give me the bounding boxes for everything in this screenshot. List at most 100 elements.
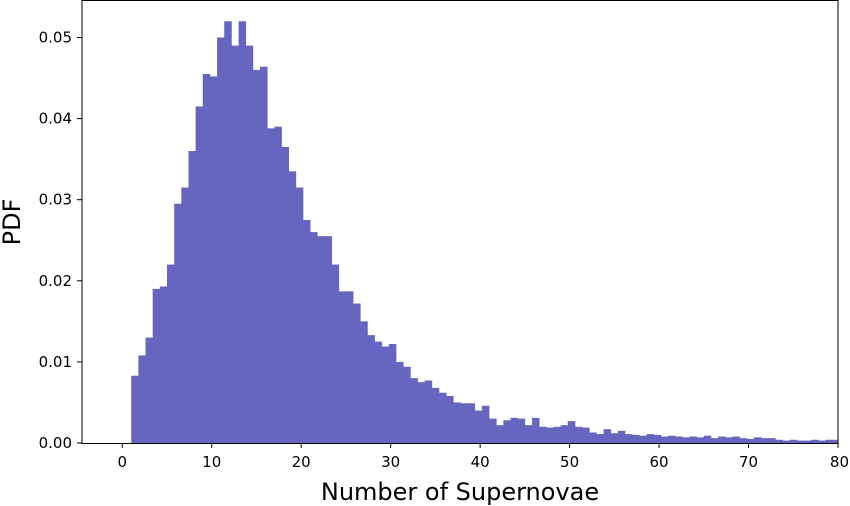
histogram-bar xyxy=(324,236,332,443)
plot-frame xyxy=(81,0,839,444)
histogram-bar xyxy=(424,380,433,443)
histogram-bar xyxy=(610,433,619,443)
histogram-bar xyxy=(660,436,669,443)
y-tick-label: 0.05 xyxy=(39,28,72,46)
histogram-bar xyxy=(739,438,748,443)
y-tick-label: 0.02 xyxy=(39,272,72,290)
histogram-bar xyxy=(403,366,411,443)
histogram-bar xyxy=(553,426,561,443)
histogram-bar xyxy=(152,288,161,443)
histogram-bar xyxy=(632,434,640,443)
histogram-bar xyxy=(209,76,218,444)
histogram-bar xyxy=(789,439,798,443)
histogram-bar xyxy=(331,264,340,443)
histogram-bar xyxy=(274,126,282,444)
histogram-bar xyxy=(603,429,612,443)
histogram-bar xyxy=(374,341,383,443)
histogram-bar xyxy=(589,432,597,443)
histogram-bar xyxy=(238,21,247,444)
histogram-bar xyxy=(446,395,454,443)
histogram-bar xyxy=(281,146,290,444)
histogram-bar xyxy=(489,418,497,443)
histogram-bar xyxy=(639,435,647,443)
histogram-bar xyxy=(682,437,690,443)
histogram-bar xyxy=(431,387,440,443)
histogram-bar xyxy=(195,106,204,444)
x-tick-label: 0 xyxy=(117,453,127,471)
histogram-bar xyxy=(474,410,483,443)
histogram-bar xyxy=(775,439,783,443)
histogram-bar xyxy=(503,420,511,443)
histogram-bar xyxy=(317,236,325,443)
histogram-bar xyxy=(732,436,740,443)
histogram-bar xyxy=(710,438,719,443)
histogram-bar xyxy=(567,421,576,443)
histogram-bar xyxy=(753,437,762,443)
histogram-bar xyxy=(353,303,361,443)
histogram-bar xyxy=(295,187,304,443)
histogram-bar xyxy=(675,436,683,443)
histogram-bar xyxy=(345,291,354,443)
histogram-bar xyxy=(718,436,726,443)
histogram-bar xyxy=(174,203,182,443)
histogram-bar xyxy=(796,440,805,443)
histogram-bar xyxy=(825,439,833,443)
histogram-bar xyxy=(668,435,676,443)
x-tick-label: 20 xyxy=(292,453,311,471)
histogram-bar xyxy=(396,361,404,443)
histogram-bar xyxy=(138,355,146,443)
histogram-bar xyxy=(560,425,569,443)
histogram-bar xyxy=(574,426,583,443)
histogram-bar xyxy=(496,425,504,443)
histogram-bar xyxy=(388,344,397,443)
histogram-bar xyxy=(288,171,297,443)
histogram-bar xyxy=(517,418,526,443)
histogram-bar xyxy=(539,426,547,443)
histogram-bar xyxy=(768,438,776,443)
histogram-bar xyxy=(617,430,626,443)
histogram-bar xyxy=(381,346,390,443)
histogram-bar xyxy=(217,37,225,443)
histogram-bar xyxy=(245,45,254,444)
x-axis-ticks: 0 10 20 30 40 50 60 70 80 xyxy=(117,443,849,471)
histogram-bar xyxy=(453,402,461,443)
histogram-bar xyxy=(524,425,533,443)
histogram-bar xyxy=(696,437,705,443)
histogram-bar xyxy=(438,392,447,443)
histogram-bar xyxy=(188,151,196,444)
histogram-bar xyxy=(746,438,755,443)
histogram-bar xyxy=(231,45,239,444)
histogram-bar xyxy=(367,335,375,443)
histogram-bar xyxy=(646,434,655,443)
histogram-bar xyxy=(467,403,476,443)
histogram-bar xyxy=(417,382,426,443)
histogram-bar xyxy=(625,434,633,443)
x-tick-label: 60 xyxy=(650,453,669,471)
histogram-bar xyxy=(510,417,519,443)
x-tick-label: 50 xyxy=(560,453,579,471)
x-tick-label: 40 xyxy=(471,453,490,471)
histogram-bar xyxy=(832,439,839,443)
histogram-bar xyxy=(818,440,826,443)
histogram-bar xyxy=(252,69,261,443)
histogram-bar xyxy=(159,286,168,443)
histogram-bar xyxy=(310,232,318,443)
histogram-bar xyxy=(360,321,368,443)
x-tick-label: 80 xyxy=(830,453,849,471)
histogram-bar xyxy=(782,440,791,443)
histogram-bar xyxy=(181,187,189,443)
histogram-bar xyxy=(653,434,662,443)
histogram-bar xyxy=(145,337,154,443)
y-tick-label: 0.04 xyxy=(39,110,72,128)
histogram-bar xyxy=(166,264,175,443)
histogram-bar xyxy=(410,378,418,443)
histogram-bar xyxy=(460,403,468,443)
histogram-bar xyxy=(131,375,139,443)
x-axis-label: Number of Supernovae xyxy=(321,478,599,506)
histogram-bar xyxy=(582,427,590,443)
histogram-bar xyxy=(761,438,769,443)
y-tick-label: 0.00 xyxy=(39,434,72,452)
histogram-bar xyxy=(689,436,697,443)
histogram-bar xyxy=(703,435,712,443)
